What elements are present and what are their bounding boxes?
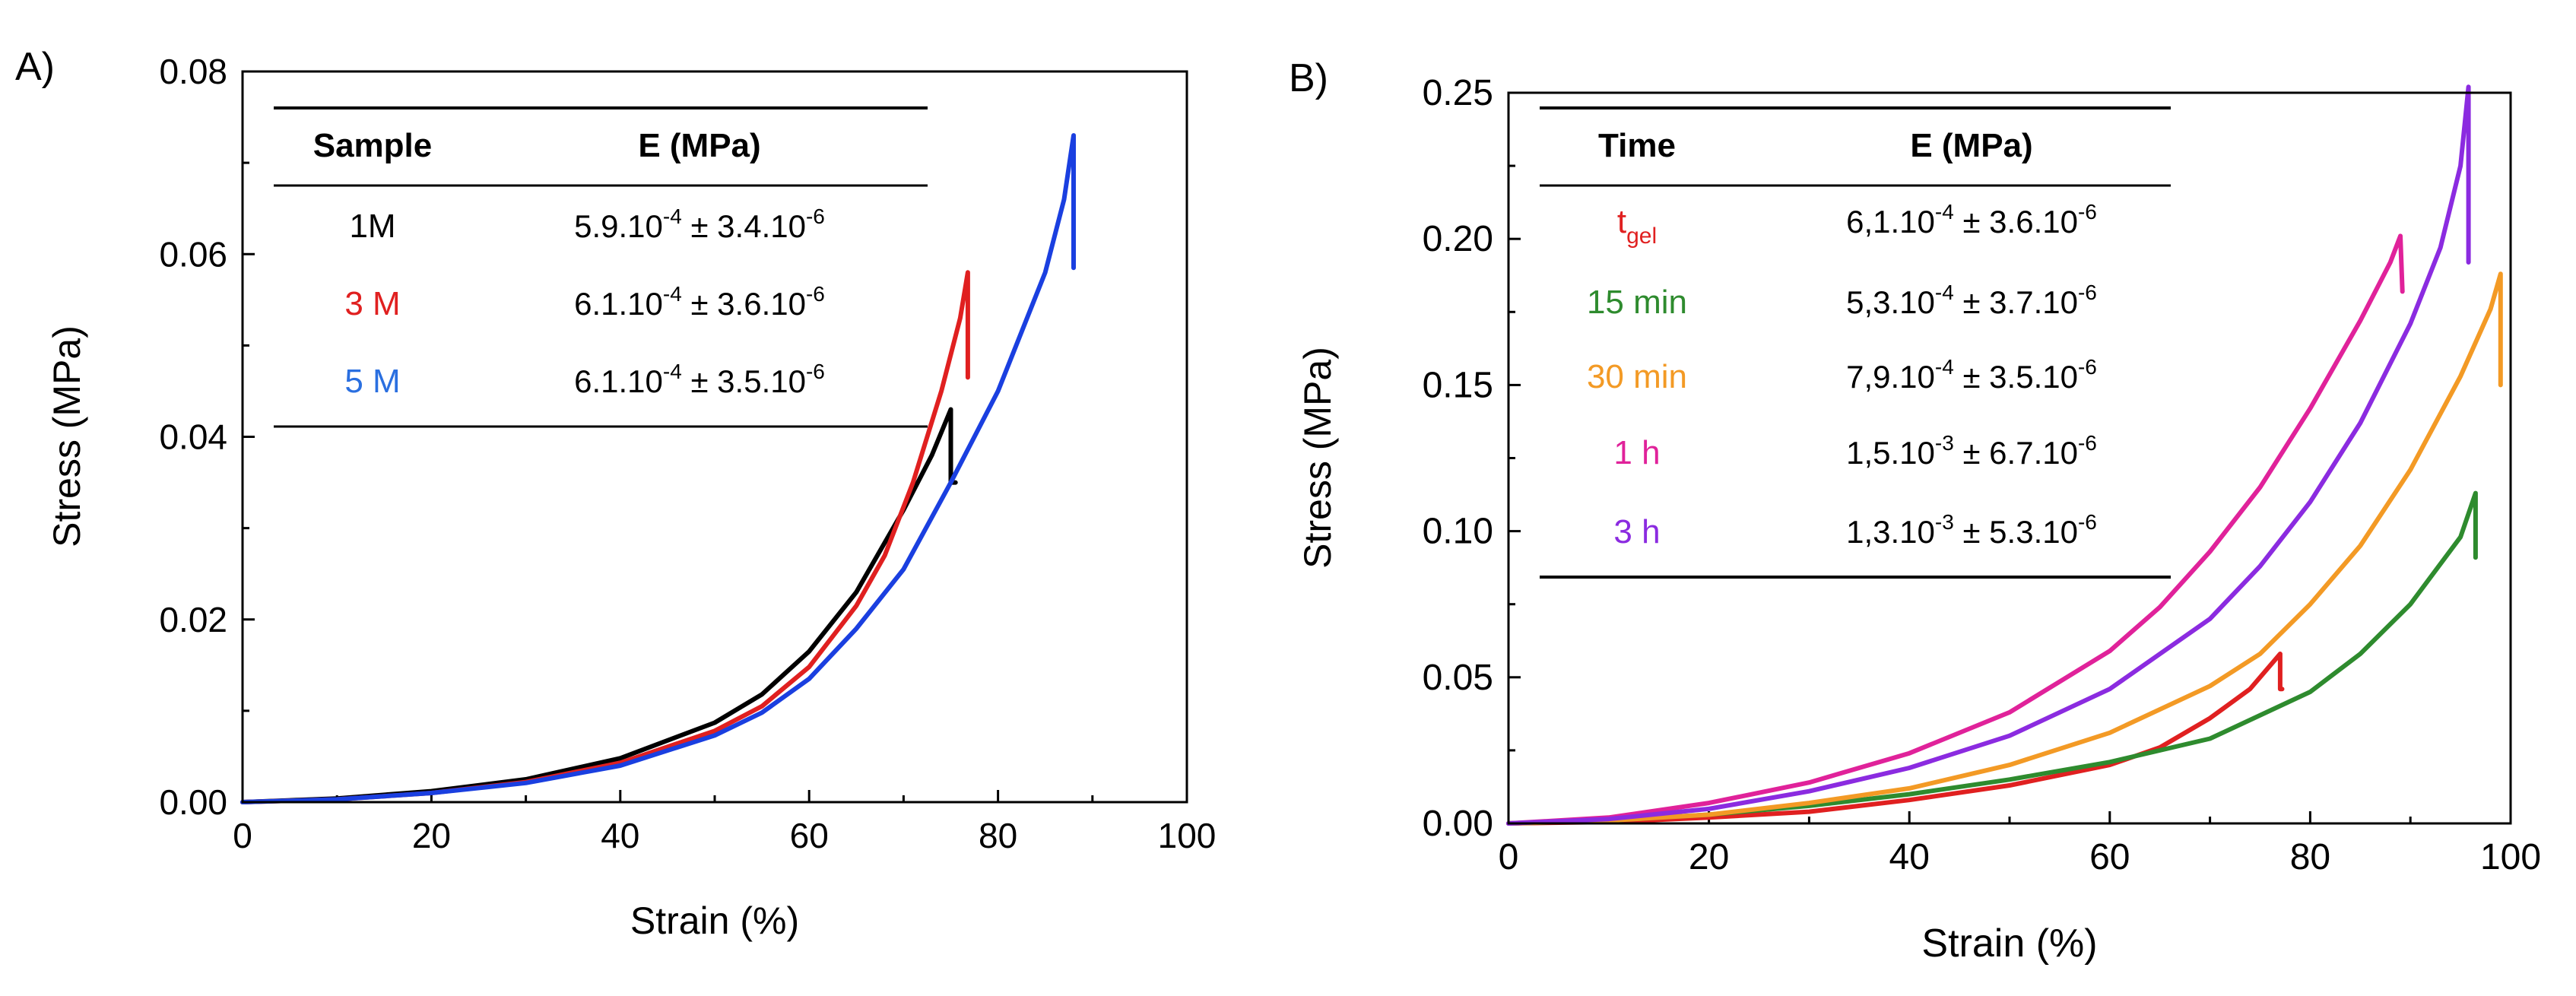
panel-a-label: A) (15, 45, 55, 89)
table-row-modulus: 6.1.10-4 ± 3.5.10-6 (574, 360, 825, 399)
table-row-modulus: 7,9.10-4 ± 3.5.10-6 (1846, 355, 2097, 395)
panel-a-x-tick-label: 100 (1158, 816, 1217, 855)
panel-a-x-axis-label: Strain (%) (630, 899, 799, 942)
table-row-time: 3 h (1613, 513, 1660, 550)
panel-b-x-tick-label: 0 (1499, 837, 1519, 877)
panel-b-label: B) (1289, 56, 1328, 100)
table-row-modulus: 1,3.10-3 ± 5.3.10-6 (1846, 510, 2097, 550)
panel-a-y-tick-label: 0.00 (159, 782, 227, 822)
panel-b-x-tick-label: 80 (2290, 837, 2330, 877)
panel-b-y-tick-label: 0.05 (1423, 658, 1493, 698)
panel-b-series-t-gel (1506, 652, 2285, 826)
table-row-modulus: 5,3.10-4 ± 3.7.10-6 (1846, 281, 2097, 320)
table-row-modulus: 6.1.10-4 ± 3.6.10-6 (574, 282, 825, 322)
panel-b-x-tick-label: 40 (1889, 837, 1930, 877)
panel-a-x-tick-label: 0 (233, 816, 252, 855)
panel-a-y-tick-label: 0.04 (159, 417, 227, 457)
table-row-modulus: 5.9.10-4 ± 3.4.10-6 (574, 205, 825, 244)
panel-b-x-tick-label: 60 (2089, 837, 2130, 877)
panel-a-series-1m (240, 407, 958, 804)
panel-b-series-30-min (1506, 271, 2503, 826)
panel-a-series-5-m (240, 133, 1076, 804)
panel-b: B) 0 20 40 60 80 1000.000.050.100.150.200.25 … (1289, 56, 2541, 966)
table-row-time: 30 min (1587, 358, 1687, 395)
panel-a-axes: 0 20 40 60 80 100 0.00 0.02 0.04 0.06 0.08 (159, 52, 1216, 855)
table-row-modulus: 6,1.10-4 ± 3.6.10-6 (1846, 200, 2097, 239)
table-row-sample: 1M (349, 208, 395, 245)
panel-a-y-tick-label: 0.06 (159, 234, 227, 274)
table-row-time: 1 h (1613, 434, 1660, 471)
panel-b-plot-frame (1507, 91, 2512, 825)
table-row-modulus: 1,5.10-3 ± 6.7.10-6 (1846, 431, 2097, 471)
panel-a-y-tick-label: 0.08 (159, 52, 227, 91)
panel-a-series (240, 133, 1076, 804)
panel-b-series-3-h (1506, 84, 2471, 826)
table-header-time: Time (1598, 127, 1676, 164)
panel-b-x-tick-label: 100 (2480, 837, 2541, 877)
panel-b-y-tick-label: 0.15 (1423, 365, 1493, 405)
panel-a-x-tick-label: 80 (979, 816, 1017, 855)
panel-b-y-tick-label: 0.10 (1423, 512, 1493, 552)
panel-a-plot-frame (241, 70, 1188, 804)
table-row-sample: 5 M (344, 363, 400, 400)
table-header-modulus: E (MPa) (638, 127, 760, 164)
panel-b-y-tick-label: 0.20 (1423, 219, 1493, 259)
panel-a-x-tick-label: 60 (790, 816, 829, 855)
panel-b-series (1506, 84, 2503, 826)
panel-a-x-tick-label: 40 (601, 816, 639, 855)
table-header-modulus: E (MPa) (1910, 127, 2032, 164)
table-header-sample: Sample (313, 127, 433, 164)
table-row-time: tgel (1617, 203, 1657, 249)
panel-b-x-axis-label: Strain (%) (1921, 921, 2097, 966)
panel-a-table: Sample E (MPa) 1M 5.9.10-4 ± 3.4.10-6 3 … (274, 106, 928, 428)
panel-b-x-tick-label: 20 (1689, 837, 1729, 877)
panel-b-y-axis-label: Stress (MPa) (1296, 347, 1339, 569)
panel-b-y-tick-label: 0.25 (1423, 73, 1493, 113)
panel-a: A) 0 20 40 60 80 100 0.00 0.02 0.04 0.06 0.08 Stra… (15, 45, 1216, 942)
table-row-sample: 3 M (344, 285, 400, 322)
table-row-time: 15 min (1587, 284, 1687, 321)
panel-b-axes: 0 20 40 60 80 100 0.00 0.05 0.10 0.15 0.20 0.25 (1423, 73, 2541, 877)
panel-b-y-tick-label: 0.00 (1423, 804, 1493, 844)
panel-b-series-1-h (1506, 233, 2405, 826)
panel-a-x-tick-label: 20 (412, 816, 451, 855)
panel-a-series-3-m (240, 270, 970, 804)
panel-a-y-axis-label: Stress (MPa) (46, 325, 88, 547)
panel-b-table: Time E (MPa) tgel 6,1.10-4 ± 3.6.10-6 15… (1540, 106, 2171, 579)
panel-a-y-tick-label: 0.02 (159, 600, 227, 639)
